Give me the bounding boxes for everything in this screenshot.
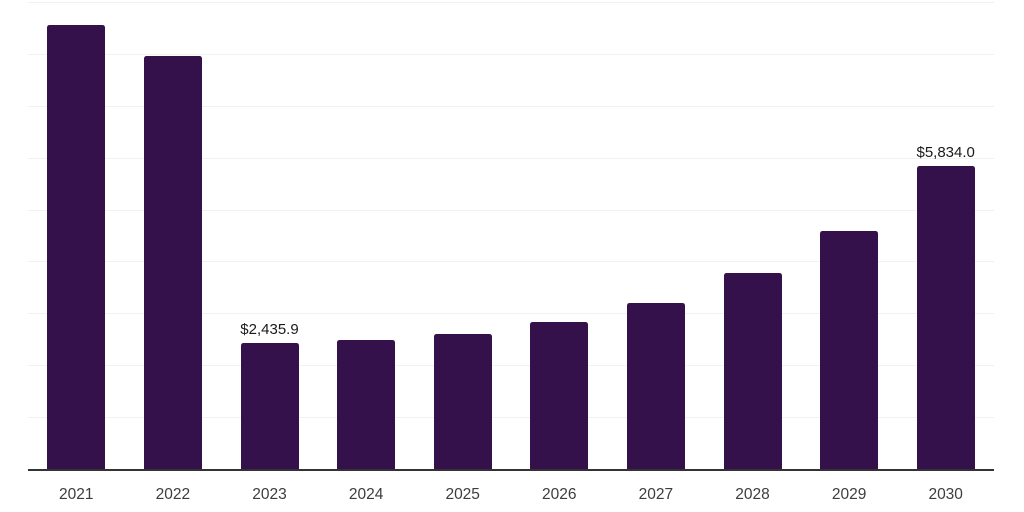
x-tick-label-2027: 2027 <box>638 486 674 503</box>
data-label-2023: $2,435.9 <box>240 320 299 338</box>
bar-2025 <box>433 334 492 469</box>
x-tick-label-2029: 2029 <box>831 486 867 503</box>
x-tick-label-2030: 2030 <box>928 486 963 503</box>
data-label-2030: $5,834.0 <box>916 144 975 162</box>
bar-2024 <box>337 339 396 469</box>
x-tick-label-2026: 2026 <box>542 486 577 503</box>
bar-2023 <box>240 342 299 469</box>
bar-2030 <box>916 166 975 469</box>
bar-2029 <box>820 230 879 469</box>
x-tick-label-2022: 2022 <box>155 486 191 503</box>
x-tick-label-2023: 2023 <box>252 486 287 503</box>
x-tick-label-2024: 2024 <box>348 486 384 503</box>
bar-2022 <box>143 56 202 469</box>
gridline <box>28 53 994 55</box>
x-axis-line <box>28 469 994 471</box>
bar-2028 <box>723 273 782 469</box>
bar-2021 <box>47 25 106 469</box>
gridline <box>28 2 994 3</box>
bar-2026 <box>530 321 589 469</box>
x-tick-label-2025: 2025 <box>445 486 480 503</box>
x-tick-label-2028: 2028 <box>735 486 770 503</box>
bar-2027 <box>626 303 685 469</box>
x-tick-label-2021: 2021 <box>59 486 94 503</box>
